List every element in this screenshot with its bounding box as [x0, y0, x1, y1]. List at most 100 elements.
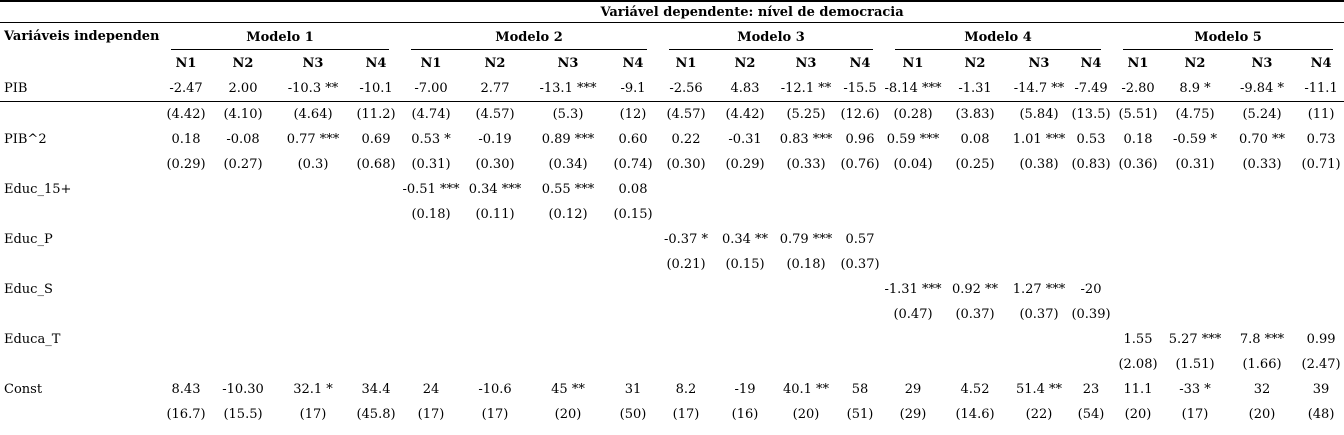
coef-cell: 0.18 [1123, 132, 1153, 147]
subcolumn-header-n2: N2 [734, 55, 756, 71]
coef-cell: 0.57 [845, 232, 875, 247]
stderr-cell [1298, 302, 1344, 327]
stderr-cell [212, 252, 274, 277]
coef-cell: 4.52 [960, 382, 990, 397]
coef-cell [274, 277, 352, 302]
stderr-cell [658, 302, 714, 327]
stderr-cell: (0.18) [786, 257, 826, 272]
subcolumn-header-n3: N3 [1028, 55, 1050, 71]
dependent-variable-header: Variável dependente: nível de democracia [160, 1, 1344, 23]
coef-cell [776, 277, 836, 302]
coef-cell: -7.00 [400, 76, 462, 102]
coef-cell: 0.59 *** [886, 132, 940, 147]
stderr-row: (4.42) (4.10) (4.64) (11.2) (4.74) (4.57) (5.3… [0, 102, 1344, 128]
stderr-cell: (1.51) [1175, 357, 1215, 372]
stderr-cell [1226, 302, 1298, 327]
coef-cell [776, 177, 836, 202]
subcolumn-header-n2: N2 [964, 55, 986, 71]
coef-cell [160, 277, 212, 302]
stderr-row: (2.08) (1.51) (1.66) (2.47) [0, 352, 1344, 377]
stderr-cell: (0.68) [356, 157, 396, 172]
stderr-cell: (17) [1181, 407, 1209, 422]
coef-cell: 0.92 ** [951, 282, 999, 297]
coef-cell: 0.96 [845, 132, 875, 147]
dependent-variable-row: Variável dependente: nível de democracia [0, 1, 1344, 23]
stderr-cell: (29) [899, 407, 927, 422]
stderr-cell: (0.29) [166, 157, 206, 172]
coef-cell [212, 227, 274, 252]
coef-cell [400, 277, 462, 302]
row-label: Educ_P [4, 232, 53, 247]
stderr-cell: (2.08) [1118, 357, 1158, 372]
coef-cell: 0.60 [618, 132, 648, 147]
coef-cell [212, 277, 274, 302]
coef-cell: -10.3 ** [274, 76, 352, 102]
stderr-cell: (5.25) [786, 107, 826, 122]
coef-cell [352, 227, 400, 252]
model-4-header: Modelo 4 [884, 23, 1112, 50]
coef-cell [608, 327, 658, 352]
stderr-cell [274, 252, 352, 277]
coef-cell: 8.2 [675, 382, 697, 397]
coef-cell: -0.37 * [664, 232, 708, 247]
row-label-empty [0, 402, 160, 427]
coef-cell: 11.1 [1123, 382, 1153, 397]
coef-cell: -2.56 [658, 76, 714, 102]
stderr-cell [836, 302, 884, 327]
stderr-row: (16.7) (15.5) (17) (45.8) (17) (17) (20) (50) (1… [0, 402, 1344, 427]
stderr-row: (0.18) (0.11) (0.12) (0.15) [0, 202, 1344, 227]
stderr-cell: (0.71) [1301, 157, 1341, 172]
subcolumn-header-n1: N1 [902, 55, 924, 71]
coef-cell [274, 177, 352, 202]
stderr-cell: (20) [792, 407, 820, 422]
stderr-cell: (16.7) [166, 407, 206, 422]
coef-cell [942, 327, 1008, 352]
coef-cell [160, 177, 212, 202]
coef-cell [714, 277, 776, 302]
stderr-cell [658, 202, 714, 227]
row-label: Educ_15+ [4, 182, 72, 197]
stderr-cell [608, 252, 658, 277]
coef-cell [528, 227, 608, 252]
coef-cell: 8.9 * [1164, 76, 1226, 102]
stderr-cell: (4.42) [725, 107, 765, 122]
stderr-cell [884, 252, 942, 277]
stderr-cell [836, 202, 884, 227]
stderr-cell: (0.83) [1071, 157, 1111, 172]
coef-cell [1298, 177, 1344, 202]
subcolumn-header-n4: N4 [1080, 55, 1102, 71]
row-label-empty [0, 152, 160, 177]
model-4-label: Modelo 4 [895, 27, 1101, 50]
coef-cell: 0.53 * [411, 132, 451, 147]
coef-cell: 0.99 [1306, 332, 1336, 347]
coef-cell [1070, 177, 1112, 202]
stderr-cell [1226, 252, 1298, 277]
stderr-cell: (0.27) [223, 157, 263, 172]
stderr-cell: (4.57) [666, 107, 706, 122]
coef-cell: 51.4 ** [1015, 382, 1063, 397]
stderr-cell [1070, 202, 1112, 227]
coef-cell [1298, 277, 1344, 302]
stderr-cell: (5.51) [1118, 107, 1158, 122]
stderr-cell: (14.6) [955, 407, 995, 422]
coef-cell [1164, 277, 1226, 302]
stderr-cell: (51) [846, 407, 874, 422]
coef-cell: 1.01 *** [1012, 132, 1066, 147]
coef-cell: 0.18 [171, 132, 201, 147]
coef-row: PIB -2.47 2.00 -10.3 ** -10.1 -7.00 2.77 -13.1 … [0, 76, 1344, 102]
stderr-cell: (0.30) [666, 157, 706, 172]
coef-cell: 40.1 ** [782, 382, 830, 397]
stderr-cell [1070, 252, 1112, 277]
coef-cell [1008, 177, 1070, 202]
coef-cell: 0.83 *** [779, 132, 833, 147]
coef-cell: 7.8 *** [1239, 332, 1285, 347]
stderr-cell [352, 302, 400, 327]
stderr-cell: (11) [1307, 107, 1335, 122]
corner-cell [0, 1, 160, 23]
coef-cell: 0.70 ** [1238, 132, 1286, 147]
coef-cell [528, 327, 608, 352]
coef-cell: 0.08 [618, 182, 648, 197]
stderr-cell [212, 302, 274, 327]
subcolumn-header-n4: N4 [1310, 55, 1332, 71]
stderr-cell [1164, 202, 1226, 227]
